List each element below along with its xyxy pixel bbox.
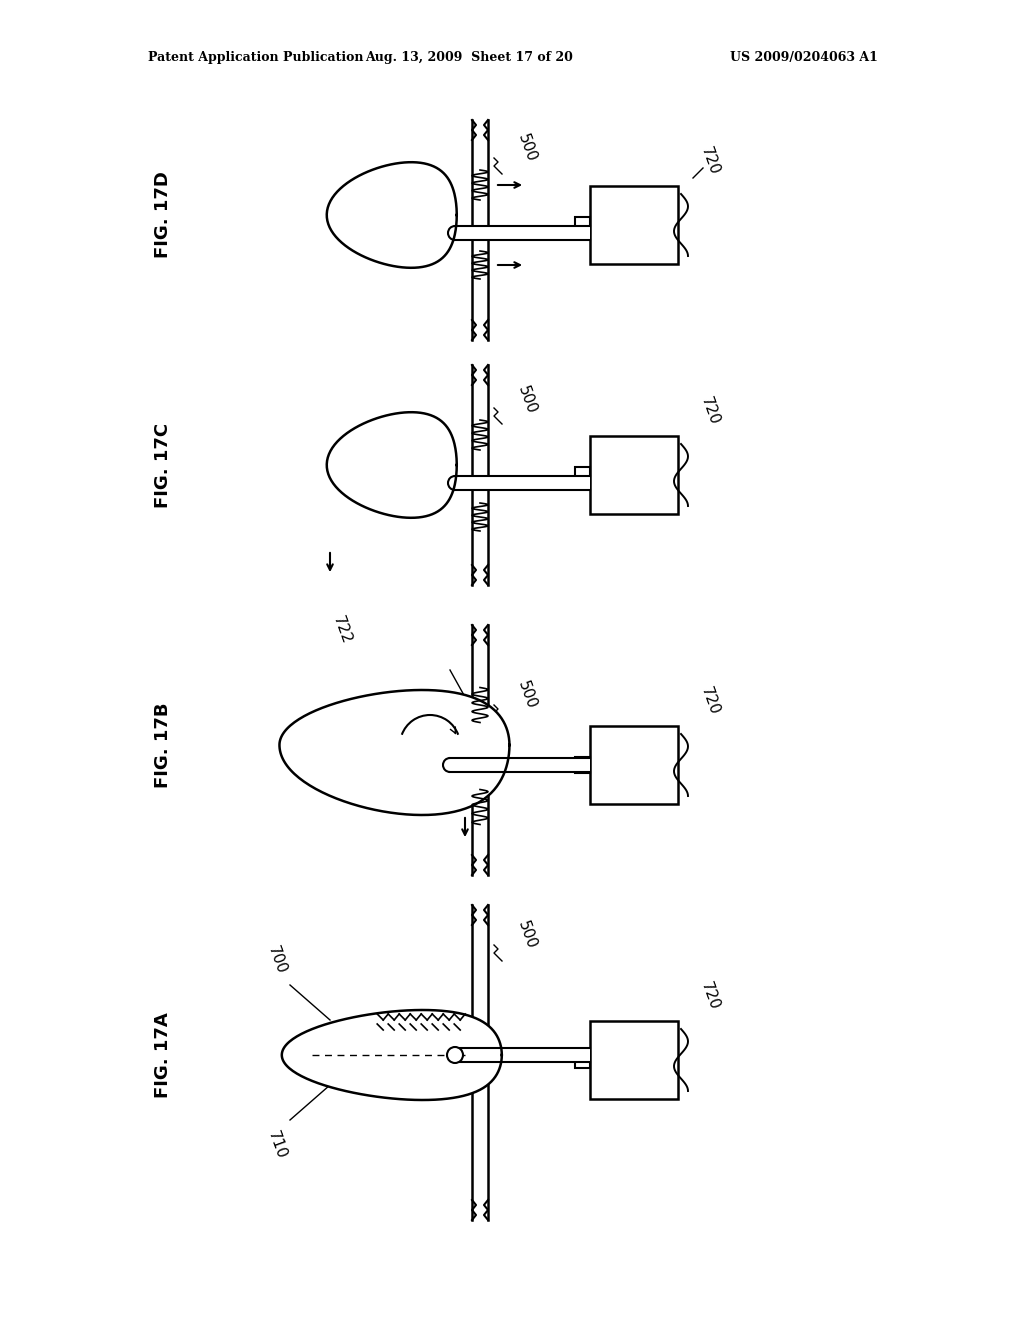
Text: US 2009/0204063 A1: US 2009/0204063 A1 <box>730 51 878 65</box>
Polygon shape <box>282 1010 502 1100</box>
Text: 720: 720 <box>698 145 722 177</box>
Bar <box>575 467 590 483</box>
Text: 500: 500 <box>515 678 539 711</box>
Bar <box>590 436 678 513</box>
Text: 720: 720 <box>698 395 722 428</box>
Bar <box>590 1020 678 1100</box>
Text: 500: 500 <box>515 384 539 416</box>
Text: Aug. 13, 2009  Sheet 17 of 20: Aug. 13, 2009 Sheet 17 of 20 <box>365 51 572 65</box>
Text: 500: 500 <box>515 132 539 164</box>
Text: 700: 700 <box>265 944 289 975</box>
Text: Patent Application Publication: Patent Application Publication <box>148 51 364 65</box>
Text: FIG. 17B: FIG. 17B <box>154 702 172 788</box>
Text: FIG. 17C: FIG. 17C <box>154 422 172 508</box>
Text: FIG. 17D: FIG. 17D <box>154 172 172 259</box>
Polygon shape <box>280 690 510 814</box>
Bar <box>455 226 590 240</box>
Polygon shape <box>327 412 457 517</box>
Bar <box>575 216 590 234</box>
Bar <box>455 1048 590 1063</box>
Polygon shape <box>327 162 457 268</box>
Bar <box>590 726 678 804</box>
Bar <box>590 186 678 264</box>
Text: 722: 722 <box>330 614 354 645</box>
Bar <box>575 756 590 774</box>
Bar <box>455 477 590 490</box>
Text: 500: 500 <box>515 919 539 952</box>
Text: 720: 720 <box>698 685 722 717</box>
Circle shape <box>447 1047 463 1063</box>
Text: 710: 710 <box>265 1129 289 1162</box>
Bar <box>450 758 590 772</box>
Text: FIG. 17A: FIG. 17A <box>154 1012 172 1098</box>
Text: 720: 720 <box>698 979 722 1012</box>
Bar <box>575 1052 590 1068</box>
